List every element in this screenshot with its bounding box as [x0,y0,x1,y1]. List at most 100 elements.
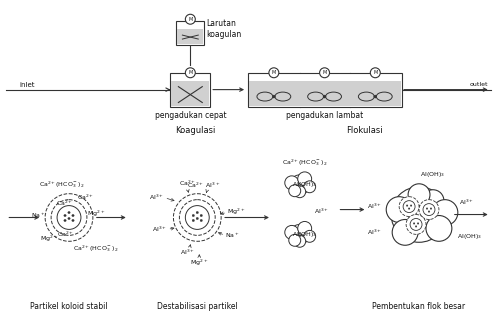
Text: Ca$^{2+}$: Ca$^{2+}$ [58,230,75,239]
Circle shape [51,200,87,235]
Text: Mg$^{2+}$: Mg$^{2+}$ [227,206,246,217]
Circle shape [290,224,310,244]
Circle shape [57,206,81,230]
Circle shape [192,219,194,222]
Circle shape [294,235,306,247]
Text: Al(OH)$_3$: Al(OH)$_3$ [292,180,317,189]
Circle shape [72,214,74,217]
Text: Ca$^{2+}$: Ca$^{2+}$ [179,179,196,188]
Text: Larutan
koagulan: Larutan koagulan [206,19,242,39]
Text: Al$^{3+}$: Al$^{3+}$ [459,198,474,207]
Circle shape [173,194,221,241]
Circle shape [196,211,198,214]
Circle shape [417,222,419,224]
Text: M: M [188,17,192,22]
Text: Mg$^{2+}$: Mg$^{2+}$ [190,258,208,268]
Circle shape [419,200,439,220]
Text: Al$^{3+}$: Al$^{3+}$ [367,228,382,237]
Text: Ca$^{2+}$: Ca$^{2+}$ [57,199,74,208]
Circle shape [391,187,447,242]
Circle shape [408,208,410,210]
Circle shape [415,226,417,227]
Text: Ca$^{2+}$(HCO$_3^-$)$_2$: Ca$^{2+}$(HCO$_3^-$)$_2$ [73,243,118,254]
Circle shape [185,14,195,24]
Circle shape [64,214,66,217]
Text: Flokulasi: Flokulasi [346,126,383,135]
Text: Koagulasi: Koagulasi [175,126,216,135]
Circle shape [298,221,312,235]
Circle shape [285,225,299,239]
Circle shape [196,217,198,220]
Circle shape [64,219,66,222]
Circle shape [403,201,415,213]
Circle shape [323,95,326,98]
Circle shape [410,205,412,206]
Text: Al$^{3+}$: Al$^{3+}$ [152,225,166,234]
Text: Al$^{3+}$: Al$^{3+}$ [180,247,195,257]
Circle shape [399,197,419,216]
Text: Partikel koloid stabil: Partikel koloid stabil [30,302,108,311]
Circle shape [426,215,452,241]
Circle shape [192,214,194,217]
Text: M: M [188,70,192,75]
Circle shape [298,172,312,186]
Text: M: M [323,70,327,75]
Circle shape [185,68,195,78]
Circle shape [428,211,430,213]
Circle shape [200,214,202,217]
Text: Al$^{3+}$: Al$^{3+}$ [367,202,382,211]
Text: Al(OH)$_3$: Al(OH)$_3$ [420,170,445,179]
Text: Al(OH)$_3$: Al(OH)$_3$ [292,230,317,239]
Text: Mg$^{2+}$: Mg$^{2+}$ [87,208,105,219]
Circle shape [406,214,426,234]
Circle shape [320,68,330,78]
Circle shape [45,194,93,241]
Circle shape [432,200,458,225]
Text: M: M [272,70,276,75]
Circle shape [392,220,418,245]
Text: Al(OH)$_3$: Al(OH)$_3$ [457,232,482,241]
Circle shape [200,219,202,222]
Circle shape [370,68,380,78]
Circle shape [185,206,209,230]
Circle shape [413,222,415,224]
FancyBboxPatch shape [170,73,210,108]
Text: Ca$^{2+}$: Ca$^{2+}$ [77,193,94,202]
Circle shape [72,219,74,222]
Text: Ca$^{2+}$(HCO$_3^-$)$_2$: Ca$^{2+}$(HCO$_3^-$)$_2$ [39,179,84,190]
Text: Na$^+$: Na$^+$ [225,231,240,240]
Circle shape [374,95,377,98]
Circle shape [410,219,422,230]
Circle shape [386,197,412,222]
Circle shape [304,230,316,242]
Circle shape [423,204,435,215]
Circle shape [422,190,444,212]
Bar [177,29,203,44]
FancyBboxPatch shape [176,21,204,45]
Text: M: M [373,70,377,75]
Circle shape [269,68,279,78]
Circle shape [272,95,275,98]
Text: inlet: inlet [19,82,35,88]
Circle shape [430,208,432,210]
Text: Ca$^{2+}$ Al$^{3+}$: Ca$^{2+}$ Al$^{3+}$ [186,181,220,190]
Text: pengadukan lambat: pengadukan lambat [286,111,364,120]
Text: Pembentukan flok besar: Pembentukan flok besar [372,302,466,311]
Text: Mg$^{2+}$: Mg$^{2+}$ [40,234,59,245]
Circle shape [290,175,310,195]
Text: Destabilisasi partikel: Destabilisasi partikel [157,302,238,311]
Circle shape [426,208,428,210]
Circle shape [406,205,408,206]
Circle shape [285,176,299,190]
Circle shape [68,217,70,220]
Text: Al$^{3+}$: Al$^{3+}$ [314,207,329,216]
Text: pengadukan cepat: pengadukan cepat [155,111,226,120]
Circle shape [294,186,306,198]
Text: Na$^+$: Na$^+$ [30,211,45,220]
Circle shape [408,184,430,206]
Text: Al$^{3+}$: Al$^{3+}$ [149,193,164,202]
Text: Ca$^{2+}$(HCO$_3^-$)$_2$: Ca$^{2+}$(HCO$_3^-$)$_2$ [282,158,328,169]
Circle shape [289,185,301,197]
Bar [171,81,209,107]
Circle shape [68,211,70,214]
